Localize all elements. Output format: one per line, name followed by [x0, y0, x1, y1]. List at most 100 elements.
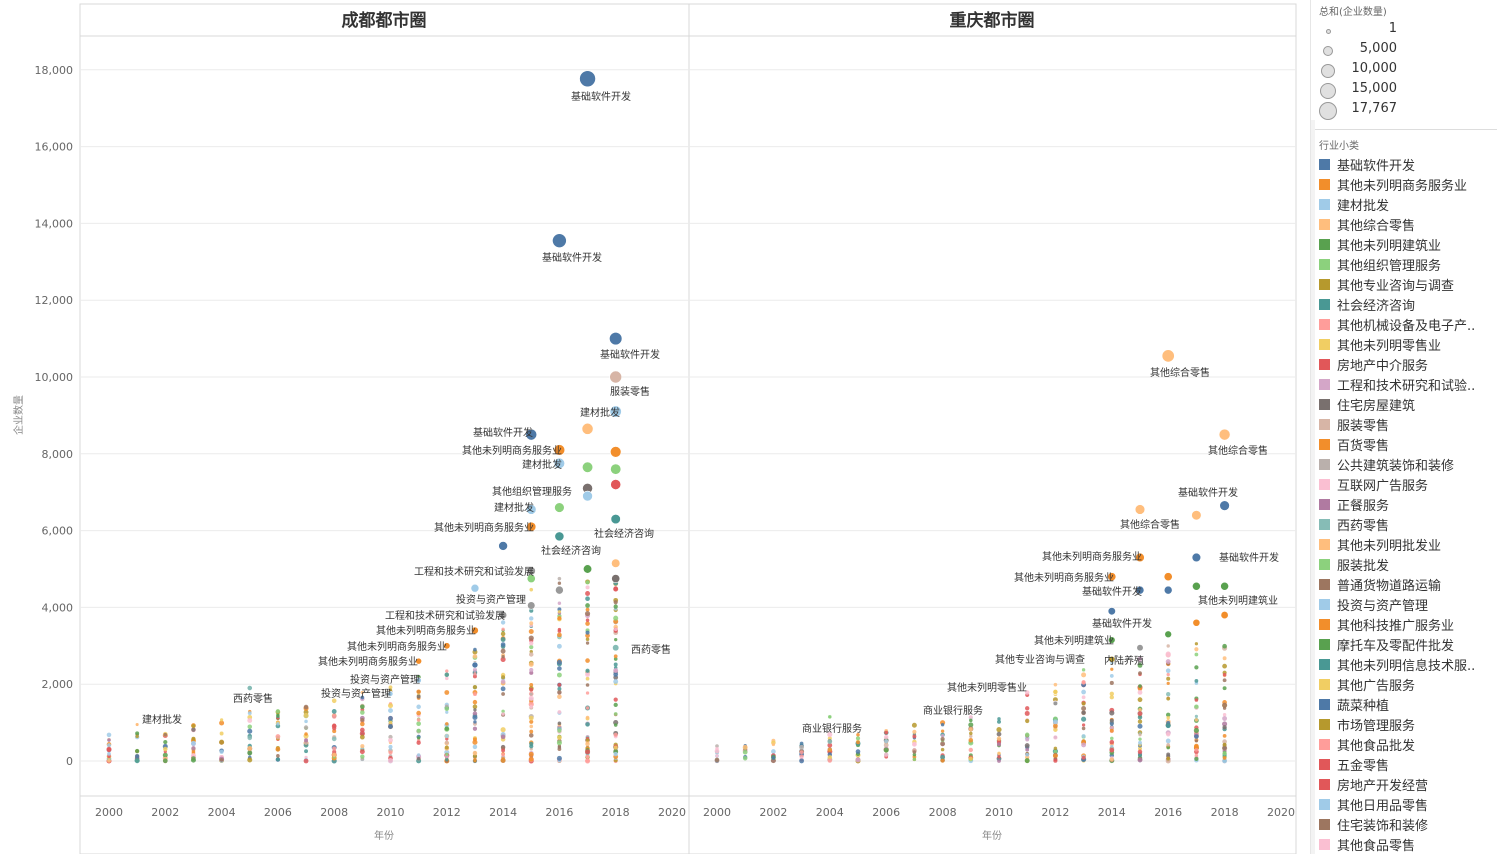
color-legend-item[interactable]: 其他综合零售: [1311, 214, 1500, 234]
data-point[interactable]: [471, 626, 479, 635]
data-point[interactable]: [611, 558, 621, 568]
data-point[interactable]: [827, 714, 833, 720]
data-point[interactable]: [526, 574, 536, 584]
data-point[interactable]: [525, 428, 538, 441]
data-point[interactable]: [1161, 349, 1175, 363]
data-point[interactable]: [1192, 618, 1201, 627]
data-point[interactable]: [581, 422, 594, 435]
data-point[interactable]: [609, 370, 623, 384]
data-point[interactable]: [1135, 552, 1145, 563]
data-point[interactable]: [612, 644, 620, 652]
data-point[interactable]: [553, 444, 566, 456]
data-point[interactable]: [1134, 504, 1146, 515]
color-legend-item[interactable]: 其他机械设备及电子产..: [1311, 314, 1500, 334]
color-legend-item[interactable]: 互联网广告服务: [1311, 474, 1500, 494]
color-legend-item[interactable]: 其他广告服务: [1311, 674, 1500, 694]
data-point[interactable]: [582, 490, 593, 502]
data-point[interactable]: [499, 611, 508, 620]
data-point[interactable]: [387, 690, 394, 697]
data-point[interactable]: [1107, 607, 1116, 616]
data-point[interactable]: [1219, 500, 1230, 511]
data-point[interactable]: [135, 722, 140, 727]
color-legend-item[interactable]: 其他专业咨询与调查: [1311, 274, 1500, 294]
data-point[interactable]: [1052, 689, 1059, 695]
data-point[interactable]: [553, 457, 565, 469]
color-legend-item[interactable]: 房地产中介服务: [1311, 354, 1500, 374]
background-point: [557, 710, 562, 714]
data-point[interactable]: [610, 514, 621, 525]
data-point[interactable]: [1191, 510, 1202, 521]
data-point[interactable]: [1218, 428, 1231, 441]
data-point[interactable]: [1163, 585, 1173, 595]
color-legend-item[interactable]: 其他日用品零售: [1311, 794, 1500, 814]
color-legend-item[interactable]: 住宅装饰和装修: [1311, 814, 1500, 834]
background-point: [388, 734, 393, 740]
data-point[interactable]: [554, 502, 565, 513]
data-point[interactable]: [1108, 636, 1116, 644]
data-point[interactable]: [1136, 644, 1144, 652]
color-legend-item[interactable]: 其他科技推广服务业: [1311, 614, 1500, 634]
color-legend-item[interactable]: 住宅房屋建筑: [1311, 394, 1500, 414]
data-point[interactable]: [1220, 611, 1229, 620]
color-legend-item[interactable]: 百货零售: [1311, 434, 1500, 454]
color-legend-item[interactable]: 正餐服务: [1311, 494, 1500, 514]
data-point[interactable]: [554, 531, 565, 542]
color-legend-item[interactable]: 其他未列明信息技术服..: [1311, 654, 1500, 674]
color-legend-item[interactable]: 服装批发: [1311, 554, 1500, 574]
data-point[interactable]: [582, 461, 594, 473]
data-point[interactable]: [1192, 581, 1201, 591]
data-point[interactable]: [526, 504, 537, 515]
color-legend-item[interactable]: 其他未列明零售业: [1311, 334, 1500, 354]
data-point[interactable]: [610, 446, 622, 458]
data-point[interactable]: [611, 574, 621, 584]
color-legend-item[interactable]: 摩托车及零配件批发: [1311, 634, 1500, 654]
color-legend-item[interactable]: 公共建筑装饰和装修: [1311, 454, 1500, 474]
color-legend-item[interactable]: 建材批发: [1311, 194, 1500, 214]
data-point[interactable]: [579, 70, 596, 88]
color-legend-item[interactable]: 投资与资产管理: [1311, 594, 1500, 614]
data-point[interactable]: [1191, 552, 1202, 563]
data-point[interactable]: [527, 601, 536, 610]
data-point[interactable]: [470, 583, 480, 593]
color-legend-item[interactable]: 其他未列明批发业: [1311, 534, 1500, 554]
color-legend-item[interactable]: 蔬菜种植: [1311, 694, 1500, 714]
data-point[interactable]: [609, 332, 623, 346]
color-legend-item[interactable]: 工程和技术研究和试验..: [1311, 374, 1500, 394]
data-point[interactable]: [1220, 581, 1229, 591]
data-point[interactable]: [498, 541, 508, 551]
data-point[interactable]: [1164, 630, 1172, 639]
color-legend-item[interactable]: 其他组织管理服务: [1311, 254, 1500, 274]
data-point[interactable]: [609, 405, 622, 418]
color-legend-item[interactable]: 基础软件开发: [1311, 154, 1500, 174]
data-point[interactable]: [552, 233, 567, 248]
data-point[interactable]: [415, 657, 423, 665]
color-legend-item[interactable]: 西药零售: [1311, 514, 1500, 534]
data-point[interactable]: [1163, 572, 1173, 582]
data-point[interactable]: [1135, 585, 1145, 595]
data-point[interactable]: [555, 585, 564, 595]
color-legend-item[interactable]: 房地产开发经营: [1311, 774, 1500, 794]
background-point: [444, 706, 450, 712]
data-point[interactable]: [443, 642, 451, 650]
data-point[interactable]: [1052, 700, 1059, 707]
color-legend-item[interactable]: 服装零售: [1311, 414, 1500, 434]
color-legend-item[interactable]: 其他未列明商务服务业: [1311, 174, 1500, 194]
data-point[interactable]: [1108, 655, 1116, 663]
color-legend-item[interactable]: 其他食品批发: [1311, 734, 1500, 754]
data-point[interactable]: [471, 661, 479, 669]
data-point[interactable]: [610, 463, 622, 475]
data-point[interactable]: [246, 685, 253, 691]
data-point[interactable]: [583, 564, 593, 574]
color-legend-item[interactable]: 其他食品零售: [1311, 834, 1500, 854]
color-legend-item[interactable]: 普通货物道路运输: [1311, 574, 1500, 594]
data-point[interactable]: [526, 521, 537, 532]
color-legend-item[interactable]: 五金零售: [1311, 754, 1500, 774]
data-point[interactable]: [1107, 572, 1117, 582]
color-legend-item[interactable]: 其他未列明建筑业: [1311, 234, 1500, 254]
data-point[interactable]: [610, 479, 622, 490]
background-point: [162, 752, 168, 758]
color-legend-item[interactable]: 社会经济咨询: [1311, 294, 1500, 314]
data-point[interactable]: [415, 677, 422, 684]
legend-scrollbar[interactable]: [1311, 120, 1315, 854]
color-legend-item[interactable]: 市场管理服务: [1311, 714, 1500, 734]
